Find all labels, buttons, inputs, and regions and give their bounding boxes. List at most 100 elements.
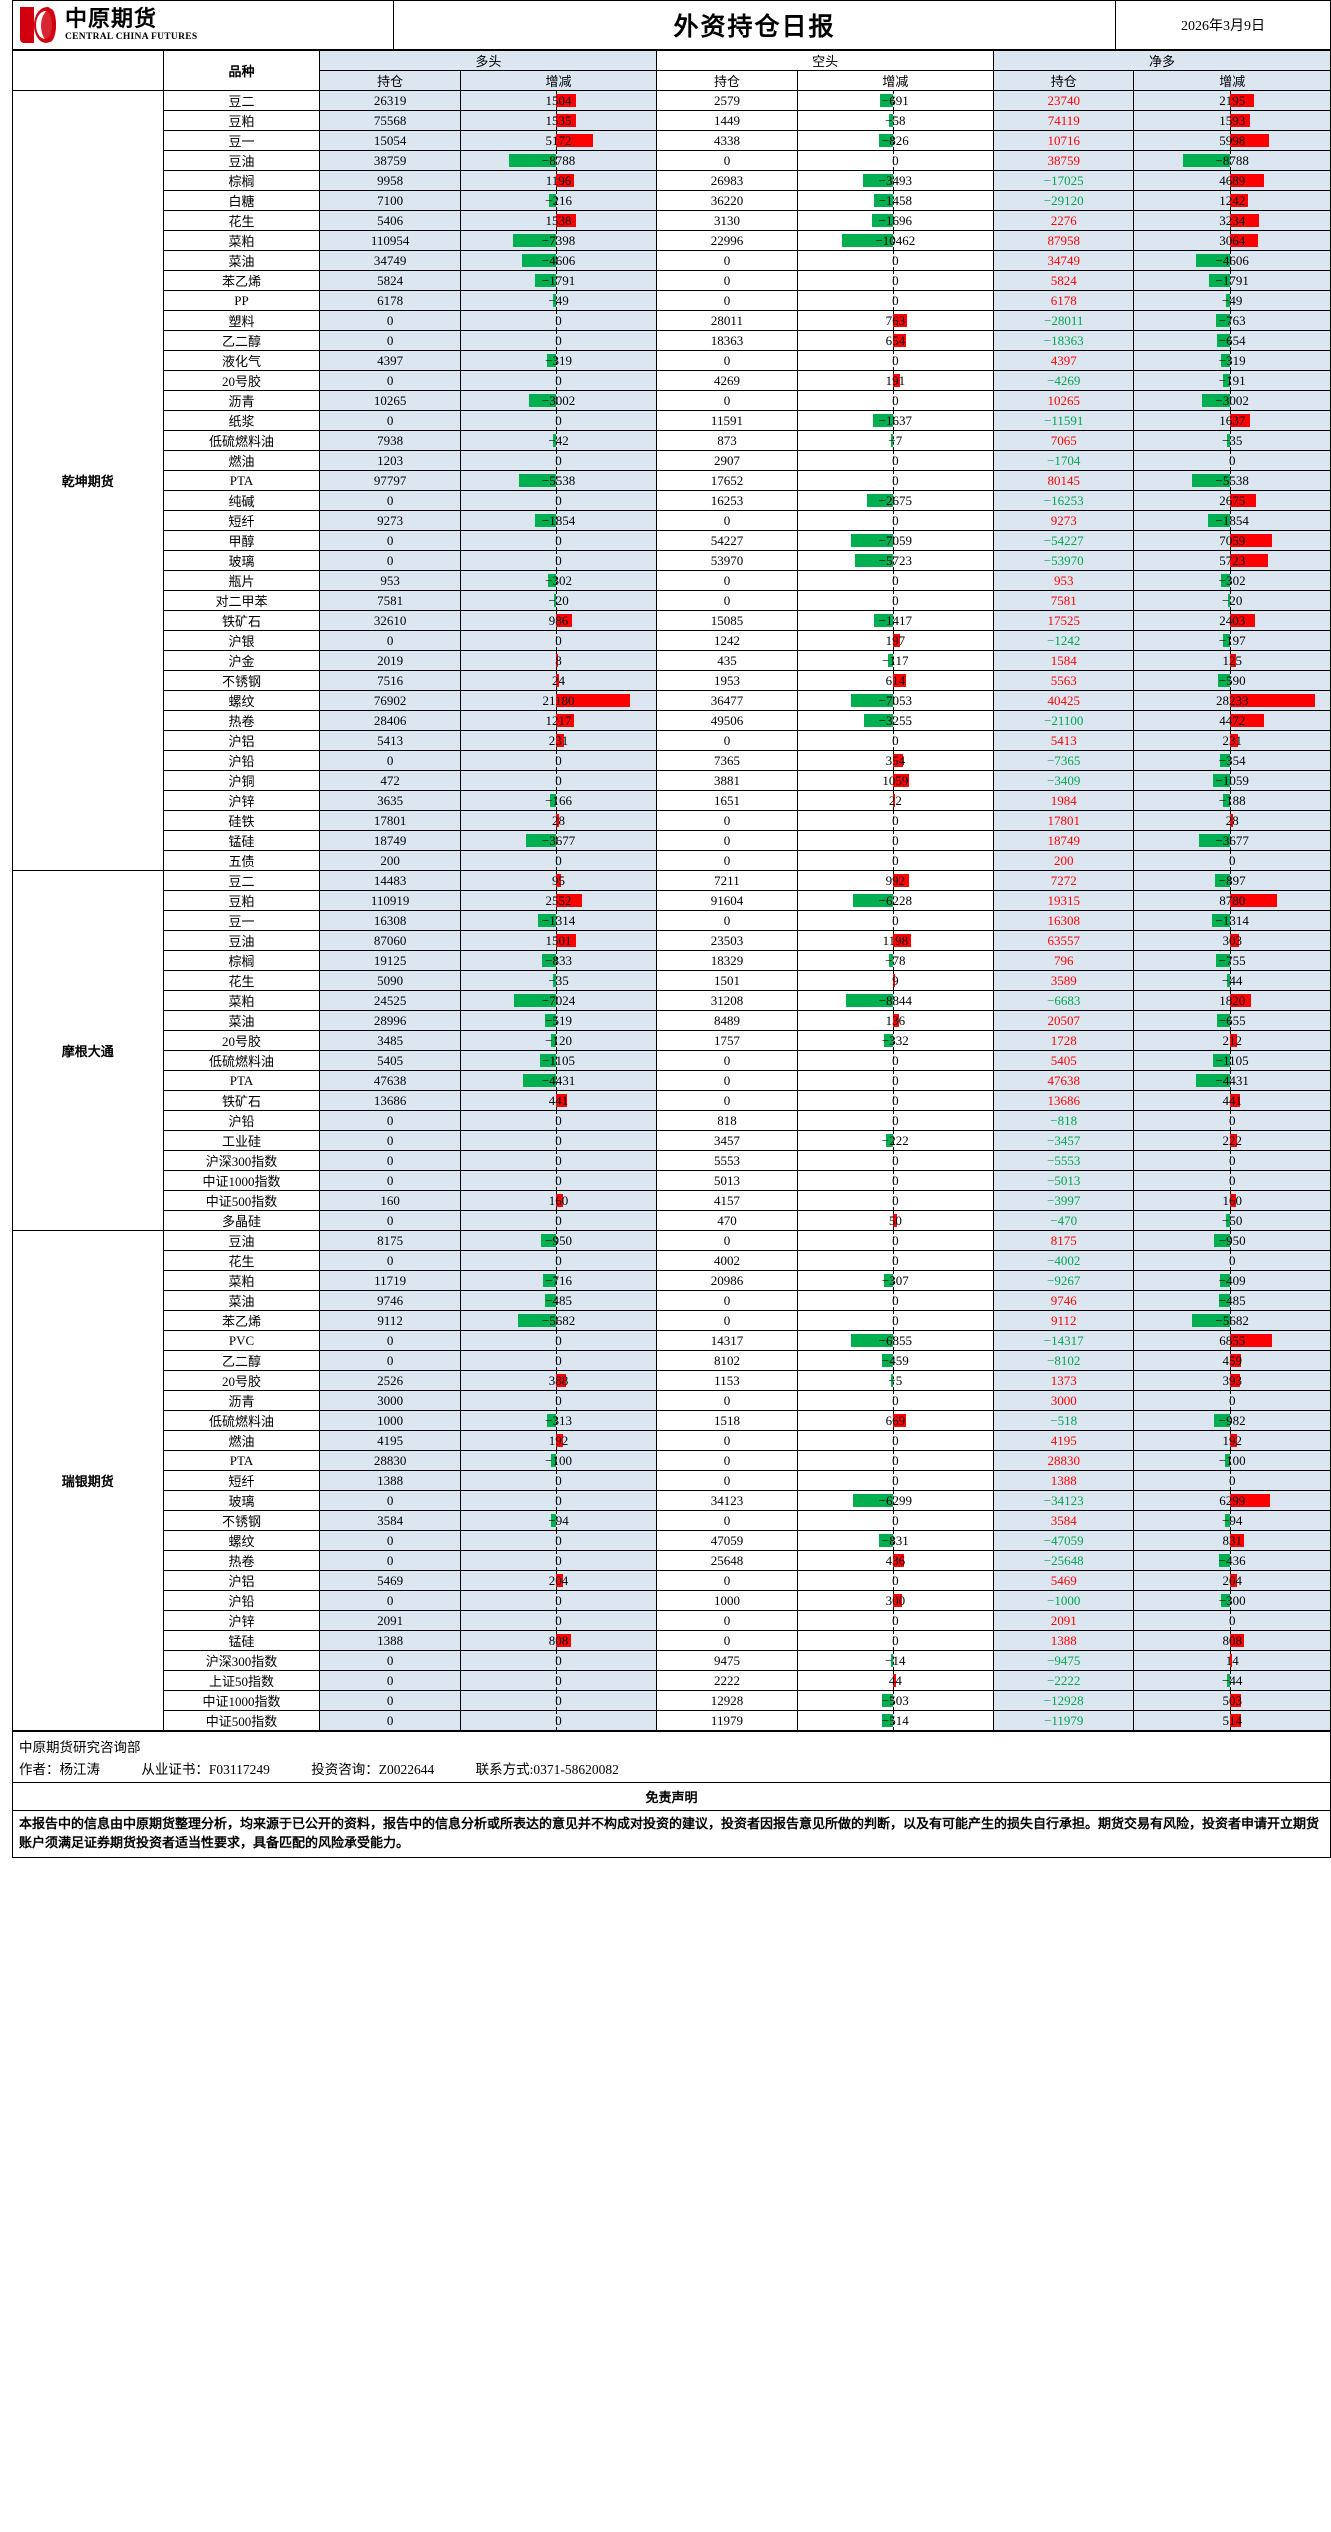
change-value: 303 [1222,933,1242,948]
change-value: −216 [545,193,572,208]
change-value: −409 [1218,1273,1246,1288]
change-cell: 0 [796,1050,995,1071]
short-position: 23503 [656,930,798,951]
zero-axis [893,1271,895,1290]
change-value: −503 [881,1693,909,1708]
change-value: 0 [555,1173,562,1188]
short-position: 16253 [656,490,798,511]
variety-name: 菜油 [162,250,321,271]
table-row: 豆粕 75568 1535 1449 −58 74119 1593 [13,110,1331,131]
bar-negative [1208,514,1230,527]
variety-name: 低硫燃料油 [162,1050,321,1071]
change-cell: −4606 [1133,250,1331,271]
bar-negative [551,1514,557,1527]
zero-axis [893,851,895,870]
net-position: −25648 [993,1550,1135,1571]
zero-axis [556,311,558,330]
variety-name: 菜油 [162,1290,321,1311]
change-value: −1314 [541,913,576,928]
change-value: −982 [1218,1413,1246,1428]
zero-axis [893,1611,895,1630]
change-value: 222 [1222,1133,1242,1148]
short-position: 8489 [656,1010,798,1031]
change-value: 8780 [1219,893,1246,908]
zero-axis [1229,1611,1231,1630]
long-position: 0 [319,550,461,571]
zero-axis [556,1591,558,1610]
header-broker-blank [12,50,164,91]
long-position: 0 [319,630,461,651]
change-cell: 0 [459,1150,658,1171]
variety-name: 不锈钢 [162,670,321,691]
change-value: 0 [892,1153,899,1168]
change-cell: 0 [459,1550,658,1571]
table-row: 锰硅 18749 −3677 0 0 18749 −3677 [13,830,1331,851]
table-row: 沪铝 5469 204 0 0 5469 204 [13,1570,1331,1591]
change-value: 0 [892,1513,899,1528]
disclaimer-body: 本报告中的信息由中原期货整理分析，均来源于已公开的资料，报告中的信息分析或所表达… [12,1810,1331,1858]
zero-axis [1229,1671,1231,1690]
zero-axis [1229,331,1231,350]
change-cell: −307 [796,1270,995,1291]
short-position: 0 [656,350,798,371]
bar-negative [851,1334,894,1347]
disclaimer-title: 免责声明 [12,1782,1331,1811]
short-position: 3881 [656,770,798,791]
change-cell: 0 [796,1430,995,1451]
variety-name: 中证500指数 [162,1190,321,1211]
change-value: 0 [892,1613,899,1628]
change-value: 44 [888,1673,902,1688]
zero-axis [893,1471,895,1490]
bar-negative [879,94,894,107]
change-value: 0 [555,1473,562,1488]
long-position: 0 [319,1130,461,1151]
long-position: 8175 [319,1230,461,1251]
bar-negative [854,554,894,567]
change-value: 1242 [1219,193,1246,208]
table-row: 玻璃 0 0 53970 −5723 −53970 5723 [13,550,1331,571]
short-position: 4157 [656,1190,798,1211]
bar-negative [863,174,894,187]
zero-axis [556,591,558,610]
variety-name: 豆二 [162,90,321,111]
change-value: 212 [1222,1033,1242,1048]
change-value: 0 [555,1113,562,1128]
bar-negative [1222,794,1230,807]
zero-axis [893,1511,895,1530]
change-cell: 0 [459,1330,658,1351]
change-value: 808 [548,1633,569,1648]
change-cell: 0 [459,1110,658,1131]
change-value: 0 [892,273,899,288]
long-position: 110919 [319,890,461,911]
change-value: 0 [555,1333,562,1348]
table-row: 沥青 3000 0 0 0 3000 0 [13,1390,1331,1411]
net-position: 5413 [993,730,1135,751]
table-row: 螺纹 0 0 47059 −831 −47059 831 [13,1530,1331,1551]
table-row: 沪铅 0 0 7365 354 −7365 −354 [13,750,1331,771]
zero-axis [1229,971,1231,990]
table-row: 不锈钢 7516 24 1953 614 5563 −590 [13,670,1331,691]
bar-negative [1221,574,1230,587]
zero-axis [1229,791,1231,810]
change-value: 0 [555,1713,562,1728]
change-value: 0 [555,1253,562,1268]
table-row: 液化气 4397 −319 0 0 4397 −319 [13,350,1331,371]
zero-axis [893,1051,895,1070]
change-value: −1696 [878,213,913,228]
change-value: −35 [548,973,569,988]
change-cell: 204 [1133,1570,1331,1591]
change-cell: −100 [459,1450,658,1471]
long-position: 11719 [319,1270,461,1291]
net-position: −3997 [993,1190,1135,1211]
change-cell: 1196 [459,170,658,191]
net-position: −34123 [993,1490,1135,1511]
table-row: 摩根大通 豆二 14483 95 7211 992 7272 −897 [12,870,1331,1231]
zero-axis [893,531,895,550]
change-cell: 1535 [459,110,658,131]
change-value: 4472 [1219,713,1246,728]
short-position: 0 [656,1230,798,1251]
long-position: 75568 [319,110,461,131]
short-position: 11591 [656,410,798,431]
change-cell: −7024 [459,990,658,1011]
long-position: 0 [319,310,461,331]
